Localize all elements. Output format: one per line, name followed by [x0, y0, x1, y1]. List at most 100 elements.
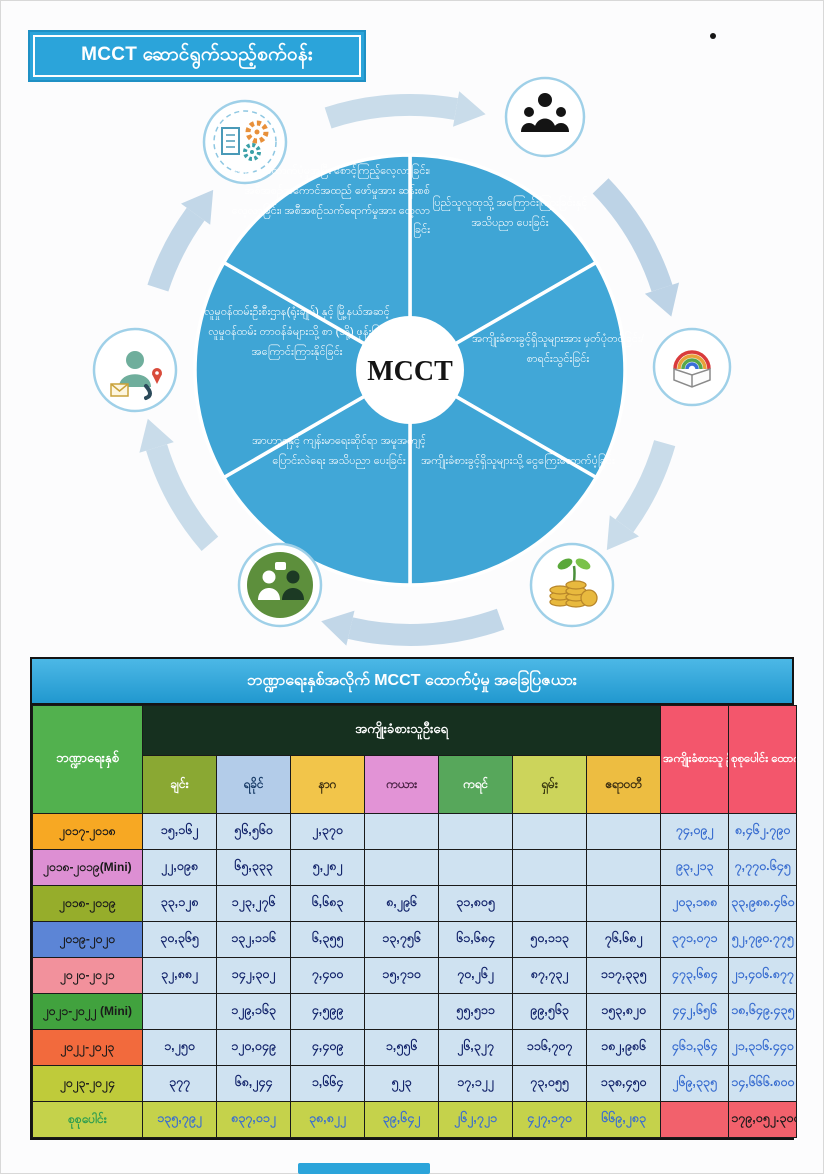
table-cell: [512, 849, 587, 886]
table-cell: ၃၂,၈၈၂: [142, 957, 217, 994]
segment-bottom-right: [408, 366, 599, 587]
table-cell: ၂၂,၀၉၈: [142, 849, 217, 886]
table-cell: ၅၂၃: [364, 1065, 439, 1102]
table-cell: ၁၈,၆၄၉.၄၃၅: [728, 993, 798, 1030]
table-cell: ၇၆,၆၈၂: [585, 921, 662, 958]
table-cell: ၄၂၇,၁၇၀: [512, 1101, 587, 1138]
table-cell: ၁၂၃,၂၇၆: [216, 885, 291, 922]
fiscal-year-label: ၂၀၁၇-၂၀၁၈: [32, 813, 143, 850]
mcct-table: ဘဏ္ဍာရေးနှစ် အကျိုးခံစားသူဦးရေ အကျိုးခံစ…: [32, 705, 798, 1138]
segment-caption-top-left: ငွေကြေးထောက်ပံ့မှုအပြီး စောင့်ကြည့်လေ့လာ…: [231, 165, 430, 237]
header-state-rakhine: ရခိုင်: [216, 755, 291, 814]
center-hub: [356, 316, 464, 424]
fiscal-year-label: ၂၀၂၂-၂၀၂၃: [32, 1029, 143, 1066]
table-body: ၂၀၁၇-၂၀၁၈ ၁၅,၁၆၂ ၅၆,၅၆၀ ၂,၃၇၀ ၇၄,၀၉၂ ၈,၄၆၂.၇၉…: [32, 813, 798, 1138]
table-cell: ၅,၂၈၂: [290, 849, 365, 886]
page-title-box: MCCT ဆောင်ရွက်သည့်စက်ဝန်း: [28, 30, 366, 82]
table-row: ၂၀၁၉-၂၀၂၀ ၃၀,၃၆၅ ၁၃၂,၁၁၆ ၆,၃၅၅ ၁၃,၇၅၆ ၆၁,၆၈၄၅…: [32, 921, 798, 958]
cycle-wheel: [193, 153, 627, 587]
table-cell: ၄,၅၉၉: [290, 993, 365, 1030]
table-cell: ၄,၄၀၉: [290, 1029, 365, 1066]
table-cell: [585, 813, 662, 850]
table-row: ၂၀၂၂-၂၀၂၃ ၁,၂၅၀ ၁၂၀,၀၄၉ ၄,၄၀၉ ၁,၅၅၆ ၂၆,၃၂၇ ၁၁၆…: [32, 1029, 798, 1066]
header-state-chin: ချင်း: [142, 755, 217, 814]
table-cell: ၁,၅၅၆: [364, 1029, 439, 1066]
table-cell: ၅၅,၅၁၁: [438, 993, 513, 1030]
table-cell: [364, 813, 439, 850]
table-cell: ၆၆၉,၂၈၃: [585, 1101, 662, 1138]
table-cell: ၈,၂၉၆: [364, 885, 439, 922]
fiscal-year-label: ၂၀၂၀-၂၀၂၁: [32, 957, 143, 994]
header-state-kayin: ကရင်: [438, 755, 513, 814]
monitoring-gears-icon: [213, 110, 277, 174]
coins-sprout-icon: [549, 558, 598, 608]
table-cell: [660, 1101, 730, 1138]
table-cell: ၆,၃၅၅: [290, 921, 365, 958]
mcct-table-section: ဘဏ္ဍာရေးနှစ်အလိုက် MCCT ထောက်ပံ့မှု အခြေ…: [30, 657, 798, 1140]
fiscal-year-label: စုစုပေါင်း: [32, 1101, 143, 1138]
table-cell: ၈,၄၆၂.၇၉၀: [728, 813, 798, 850]
fiscal-year-label: ၂၀၁၉-၂၀၂၀: [32, 921, 143, 958]
segment-caption-bottom-right: အကျိုးခံစားခွင့်ရှိသူများသို့ ငွေကြေးထော…: [421, 455, 615, 467]
table-cell: [438, 813, 513, 850]
table-cell: ၇၄,၀၉၂: [660, 813, 730, 850]
table-row: ၂၀၂၀-၂၀၂၁ ၃၂,၈၈၂ ၁၄၂,၃၀၂ ၇,၄၀၀ ၁၅,၇၁၀ ၇၀,၂၆၂၈…: [32, 957, 798, 994]
header-beneficiaries-total: အကျိုးခံစားသူ ဦးရေ စုစုပေါင်း: [660, 705, 730, 814]
fiscal-year-label: ၂၀၁၈-၂၀၁၉: [32, 885, 143, 922]
table-cell: ၁၂၀,၀၄၉: [216, 1029, 291, 1066]
table-cell: ၈၇,၇၃၂: [512, 957, 587, 994]
table-cell: ၃၇၁,၀၇၁: [660, 921, 730, 958]
table-cell: ၆၁,၆၈၄: [438, 921, 513, 958]
table-cell: ၁၃,၇၅၆: [364, 921, 439, 958]
table-cell: ၁၂၉,၁၆၃: [216, 993, 291, 1030]
table-cell: [585, 849, 662, 886]
segment-caption-bottom-left: အာဟာရနှင့် ကျန်းမာရေးဆိုင်ရာ အမူအကျင့် ပ…: [252, 435, 426, 467]
segment-top-right: [408, 153, 599, 374]
table-cell: ၈၃၇,၀၁၂: [216, 1101, 291, 1138]
table-cell: [364, 849, 439, 886]
table-cell: ၁၁၇,၃၃၅: [585, 957, 662, 994]
table-cell: ၁၃၈,၄၅၀: [585, 1065, 662, 1102]
header-state-naga: နာဂ: [290, 755, 365, 814]
table-cell: ၁၅,၇၁၀: [364, 957, 439, 994]
table-cell: ၆၅,၃၃၃: [216, 849, 291, 886]
table-title: ဘဏ္ဍာရေးနှစ်အလိုက် MCCT ထောက်ပံ့မှု အခြေ…: [32, 659, 792, 705]
table-cell: ၂၀၃,၁၈၈: [660, 885, 730, 922]
table-cell: ၄၄၂,၆၅၆: [660, 993, 730, 1030]
table-cell: ၁၅၃,၈၂၀: [585, 993, 662, 1030]
family-icon: [521, 93, 569, 132]
page-title: MCCT ဆောင်ရွက်သည့်စက်ဝန်း: [33, 35, 361, 77]
table-row: ၂၀၁၈-၂၀၁၉(Mini) ၂၂,၀၉၈ ၆၅,၃၃၃ ၅,၂၈၂ ၉၃,၂၁၃ ၇,…: [32, 849, 798, 886]
table-cell: ၅၀,၁၁၃: [512, 921, 587, 958]
table-cell: ၃၃,၉၈၈.၄၆၀: [728, 885, 798, 922]
table-cell: ၂၁,၃၁၆.၄၄၀: [728, 1029, 798, 1066]
table-cell: ၂၆,၃၂၇: [438, 1029, 513, 1066]
table-cell: ၁၇၉,၀၅၂.၃၀၀: [728, 1101, 798, 1138]
table-cell: ၃၀,၃၆၅: [142, 921, 217, 958]
table-cell: ၁၅,၁၆၂: [142, 813, 217, 850]
table-cell: ၁၃၅,၇၉၂: [142, 1101, 217, 1138]
fiscal-year-label: ၂၀၁၈-၂၀၁၉(Mini): [32, 849, 143, 886]
center-label: MCCT: [367, 356, 453, 387]
next-page-edge: [298, 1163, 430, 1174]
table-cell: ၁၄၂,၃၀၂: [216, 957, 291, 994]
table-cell: ၂၆၉,၃၃၅: [660, 1065, 730, 1102]
table-cell: ၃၈,၈၂၂: [290, 1101, 365, 1138]
icon-bubbles: [92, 76, 732, 628]
table-row: ၂၀၂၁-၂၀၂၂ (Mini) ၁၂၉,၁၆၃ ၄,၅၉၉ ၅၅,၅၁၁ ၉၉,၅၆၃…: [32, 993, 798, 1030]
table-cell: ၄၆၁,၃၆၄: [660, 1029, 730, 1066]
table-cell: ၇၀,၂၆၂: [438, 957, 513, 994]
table-cell: ၁၈၂,၉၈၆: [585, 1029, 662, 1066]
table-cell: ၂၆၂,၇၂၁: [438, 1101, 513, 1138]
table-cell: ၅၂,၇၉၀.၇၇၅: [728, 921, 798, 958]
table-cell: [364, 993, 439, 1030]
table-cell: ၂၁,၄၀၆.၈၇၇: [728, 957, 798, 994]
table-cell: ၆၈,၂၄၄: [216, 1065, 291, 1102]
segment-caption-left: လူမှုဝန်ထမ်းဦးစီးဌာန(ရုံးချုပ်) နှင့် မြ…: [204, 306, 390, 358]
header-total-support: စုစုပေါင်း ထောက်ပံ့ငွေ (ကျပ်သန်း): [728, 705, 798, 814]
table-row: ၂၀၁၈-၂၀၁၉ ၃၃,၁၂၈ ၁၂၃,၂၇၆ ၆,၆၈၃ ၈,၂၉၆ ၃၁,၈၀၅ ၂၀…: [32, 885, 798, 922]
fiscal-year-label: ၂၀၂၁-၂၀၂၂ (Mini): [32, 993, 143, 1030]
table-cell: ၃၇၇: [142, 1065, 217, 1102]
table-cell: ၃၉,၆၄၂: [364, 1101, 439, 1138]
